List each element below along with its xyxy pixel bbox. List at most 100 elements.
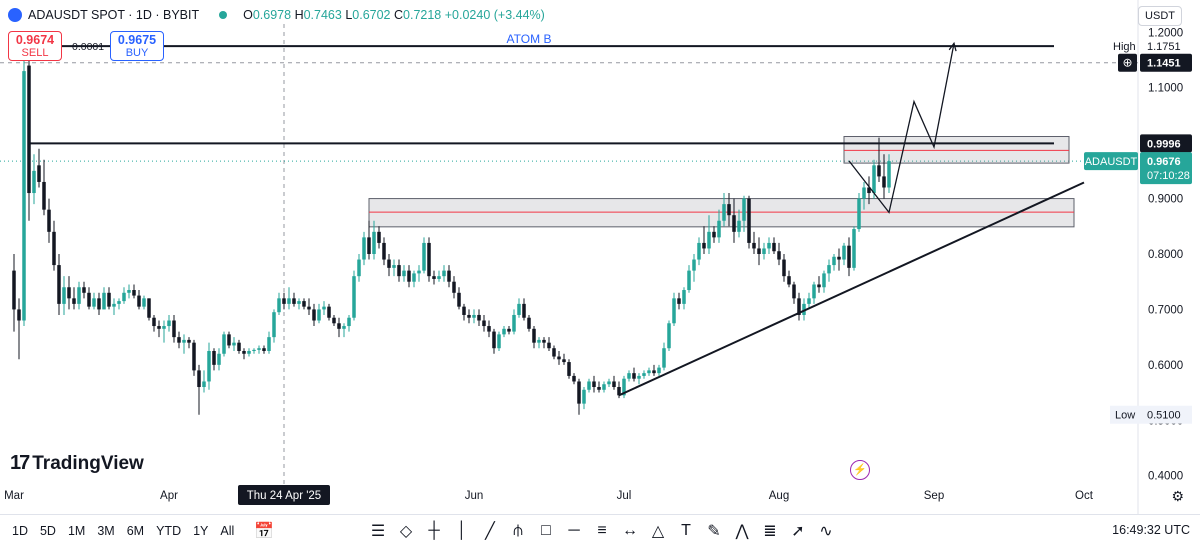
ray-icon[interactable]: ─	[568, 522, 580, 539]
timeframe-1y[interactable]: 1Y	[193, 524, 209, 538]
vertical-line-icon[interactable]: │	[457, 522, 467, 539]
candle-body	[62, 287, 66, 304]
low-value: 0.6702	[352, 8, 391, 22]
crosshair-icon[interactable]: ┼	[428, 522, 440, 539]
timeframe-6m[interactable]: 6M	[126, 524, 145, 538]
current-symbol: ADAUSDT	[1085, 156, 1138, 168]
candle-body	[597, 387, 601, 390]
candle-body	[872, 165, 876, 194]
projection-arrowhead	[948, 41, 957, 52]
candle-body	[37, 165, 41, 182]
candle-body	[822, 273, 826, 288]
candle-body	[602, 384, 606, 390]
brush-icon[interactable]: ✎	[707, 523, 721, 540]
timeframe-ytd[interactable]: YTD	[156, 524, 182, 538]
currency-selector[interactable]: USDT	[1138, 6, 1182, 26]
candle-body	[42, 181, 46, 210]
candle-body	[502, 328, 506, 335]
candle-body	[192, 342, 196, 371]
candle-body	[232, 342, 236, 346]
breakout-zone	[843, 136, 1070, 164]
candle-body	[577, 381, 581, 404]
rectangle-icon[interactable]: □	[541, 522, 551, 539]
symbol-title[interactable]: ADAUSDT SPOT · 1D · BYBIT	[28, 8, 200, 22]
crosshair-price: 1.1451	[1147, 58, 1181, 70]
candle-body	[257, 348, 261, 350]
high-value: 1.1751	[1147, 41, 1181, 53]
candle-body	[162, 326, 166, 329]
candle-body	[317, 309, 321, 321]
resistance-price: 0.9996	[1147, 138, 1181, 150]
arrow-icon[interactable]: ➚	[791, 523, 805, 540]
candle-body	[527, 317, 531, 329]
x-tick-label: Mar	[4, 490, 24, 502]
candle-body	[587, 381, 591, 390]
pitchfork-icon[interactable]: ⫛	[513, 522, 523, 539]
trend-line-icon[interactable]: ╱	[485, 523, 495, 540]
candle-body	[782, 259, 786, 277]
timeframe-5d[interactable]: 5D	[39, 524, 56, 538]
current-symbol-bg	[1084, 152, 1138, 171]
resistance-price-bg	[1140, 134, 1192, 153]
candle-body	[637, 375, 641, 379]
timeframe-3m[interactable]: 3M	[97, 524, 115, 538]
candle-body	[702, 242, 706, 249]
timeframe-1m[interactable]: 1M	[67, 524, 86, 538]
candle-body	[737, 220, 741, 232]
candle-body	[572, 375, 576, 382]
candle-body	[402, 270, 406, 277]
lightning-icon[interactable]: ⚡	[850, 460, 870, 480]
channel-icon[interactable]: ≡	[597, 522, 607, 539]
y-tick-label: 0.4000	[1148, 471, 1183, 483]
candle-body	[712, 231, 716, 238]
candle-body	[382, 242, 386, 260]
candle-body	[692, 259, 696, 271]
symbol-header: ADAUSDT SPOT · 1D · BYBIT O0.6978 H0.746…	[8, 8, 545, 22]
candle-body	[567, 362, 571, 376]
candle-body	[77, 287, 81, 304]
text-tool-icon[interactable]: T	[681, 522, 691, 539]
candle-body	[837, 256, 841, 260]
candle-body	[112, 303, 116, 307]
candle-body	[682, 290, 686, 304]
candle-body	[707, 231, 711, 249]
utc-clock[interactable]: 16:49:32 UTC	[1112, 523, 1190, 537]
tradingview-logo-icon: 17	[10, 452, 30, 474]
candle-body	[797, 298, 801, 315]
crosshair-price-bg	[1140, 53, 1192, 72]
fib-icon[interactable]: ≣	[763, 523, 777, 540]
timeframe-1d[interactable]: 1D	[12, 524, 28, 538]
candle-body	[832, 256, 836, 266]
x-tick-label: Oct	[1075, 490, 1094, 502]
path-icon[interactable]: ∿	[819, 523, 833, 540]
candle-body	[312, 309, 316, 321]
wave-pattern-icon[interactable]: ⋀	[735, 523, 749, 540]
sell-button[interactable]: 0.9674 SELL	[8, 31, 62, 61]
timeframe-all[interactable]: All	[220, 524, 235, 538]
candle-body	[877, 165, 881, 177]
candle-body	[627, 373, 631, 379]
candle-body	[287, 298, 291, 304]
calendar-icon[interactable]: 📅	[254, 523, 275, 540]
triangle-pattern-icon[interactable]: △	[651, 523, 665, 540]
sell-price: 0.9674	[15, 33, 55, 47]
x-tick-label: Aug	[769, 490, 789, 502]
measure-icon[interactable]: ↔	[622, 522, 638, 539]
candle-body	[617, 387, 621, 396]
candle-body	[177, 337, 181, 343]
buy-button[interactable]: 0.9675 BUY	[110, 31, 164, 61]
candle-body	[672, 298, 676, 324]
candle-body	[87, 292, 91, 307]
horizontal-lines-icon[interactable]: ☰	[370, 523, 386, 540]
pattern-icon[interactable]: ◇	[399, 523, 413, 540]
crosshair-date-bg	[238, 485, 330, 505]
annotation-text: ATOM B	[507, 32, 552, 46]
tradingview-logo: 17 TradingView	[10, 452, 144, 475]
candle-body	[17, 309, 21, 321]
settings-gear-icon[interactable]: ⚙	[1171, 488, 1184, 504]
candle-body	[252, 349, 256, 351]
buy-price: 0.9675	[117, 33, 157, 47]
candle-body	[642, 373, 646, 376]
